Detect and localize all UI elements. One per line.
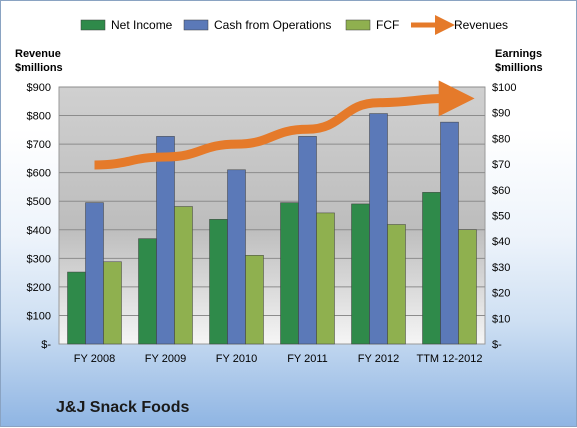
bar-cash-from-operations — [298, 136, 317, 345]
left-tick-label: $900 — [27, 82, 51, 94]
right-tick-label: $30 — [492, 262, 510, 274]
left-tick-label: $300 — [27, 253, 51, 265]
legend-label-net-income: Net Income — [111, 18, 173, 32]
x-tick-label: FY 2010 — [216, 353, 257, 365]
legend-swatch-fcf — [345, 19, 371, 31]
right-tick-label: $20 — [492, 288, 510, 300]
left-tick-label: $400 — [27, 225, 51, 237]
bar-cash-from-operations — [156, 136, 175, 345]
right-tick-label: $80 — [492, 133, 510, 145]
left-tick-label: $700 — [27, 139, 51, 151]
left-tick-label: $500 — [27, 196, 51, 208]
bar-fcf — [245, 255, 264, 345]
left-tick-label: $200 — [27, 282, 51, 294]
left-axis-title-units: $millions — [15, 62, 63, 74]
left-tick-label: $100 — [27, 310, 51, 322]
bar-fcf — [387, 224, 406, 345]
x-tick-label: FY 2008 — [74, 353, 115, 365]
left-tick-label: $- — [41, 339, 51, 351]
legend-swatch-cash-from-operations — [183, 19, 209, 31]
bar-net-income — [422, 192, 441, 345]
x-tick-label: FY 2012 — [358, 353, 399, 365]
right-axis-title: Earnings — [495, 48, 542, 60]
right-tick-label: $- — [492, 339, 502, 351]
x-tick-label: FY 2011 — [287, 353, 328, 365]
legend-swatch-net-income — [80, 19, 106, 31]
right-tick-label: $60 — [492, 185, 510, 197]
right-tick-label: $70 — [492, 159, 510, 171]
x-tick-label: FY 2009 — [145, 353, 186, 365]
bar-cash-from-operations — [440, 121, 459, 345]
plot-area — [58, 86, 486, 345]
x-tick-label: TTM 12-2012 — [416, 353, 482, 365]
right-tick-label: $10 — [492, 313, 510, 325]
bar-fcf — [174, 206, 193, 345]
bar-net-income — [280, 202, 299, 345]
bar-net-income — [138, 238, 157, 345]
right-tick-label: $40 — [492, 236, 510, 248]
bar-fcf — [103, 261, 122, 345]
bar-net-income — [209, 219, 228, 345]
revenue-line — [94, 80, 475, 170]
legend-label-cash-from-operations: Cash from Operations — [214, 18, 331, 32]
bar-fcf — [316, 212, 335, 345]
right-tick-label: $50 — [492, 211, 510, 223]
legend-label-revenues: Revenues — [454, 18, 508, 32]
bar-cash-from-operations — [85, 202, 104, 345]
bar-fcf — [458, 229, 477, 345]
legend-label-fcf: FCF — [376, 18, 399, 32]
left-tick-label: $600 — [27, 168, 51, 180]
right-axis-title-units: $millions — [495, 62, 543, 74]
left-tick-label: $800 — [27, 111, 51, 123]
right-tick-label: $90 — [492, 108, 510, 120]
right-tick-label: $100 — [492, 82, 516, 94]
bar-cash-from-operations — [227, 169, 246, 345]
bar-net-income — [67, 271, 86, 345]
company-title: J&J Snack Foods — [56, 399, 190, 416]
bar-net-income — [351, 203, 370, 345]
left-axis-title: Revenue — [15, 48, 61, 60]
bar-cash-from-operations — [369, 113, 388, 345]
